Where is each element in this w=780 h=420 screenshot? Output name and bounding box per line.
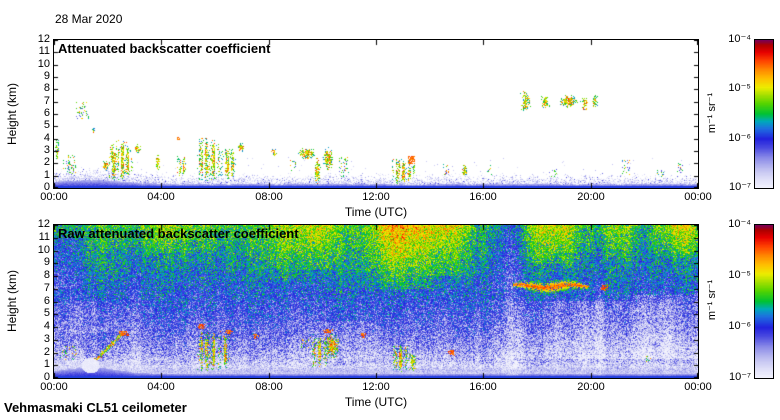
y-tick-label: 1 (43, 169, 50, 181)
station-label: Vehmasmaki CL51 ceilometer (4, 400, 187, 415)
y-tick-label: 5 (43, 119, 50, 131)
y-tick-label: 0 (43, 371, 50, 383)
y-tick-label: 7 (43, 95, 50, 107)
raw-attenuated-backscatter-heatmap (54, 225, 698, 378)
top-panel: Attenuated backscatter coefficient (53, 39, 699, 189)
y-tick-label: 6 (43, 107, 50, 119)
colorbar-unit-bottom: m⁻¹ sr⁻¹ (706, 279, 718, 321)
x-tick-label: 08:00 (255, 191, 283, 203)
y-tick-label: 4 (43, 320, 50, 332)
x-tick-label: 04:00 (147, 381, 175, 393)
colorbar-tick-label: 10⁻⁶ (728, 320, 751, 332)
colorbar-tick-label: 10⁻⁷ (728, 371, 751, 383)
date-label: 28 Mar 2020 (55, 12, 123, 26)
y-tick-label: 7 (43, 282, 50, 294)
y-tick-label: 11 (38, 231, 50, 243)
colorbar-bottom (754, 224, 774, 379)
y-tick-label: 6 (43, 295, 50, 307)
y-tick-label: 1 (43, 358, 50, 370)
x-tick-label: 00:00 (40, 381, 68, 393)
y-tick-label: 12 (37, 33, 50, 45)
y-axis-label-bottom: Height (km) (5, 270, 19, 333)
x-axis-label-top: Time (UTC) (344, 205, 408, 219)
x-tick-label: 08:00 (255, 381, 283, 393)
x-tick-label: 20:00 (577, 381, 605, 393)
x-axis-label-bottom: Time (UTC) (344, 395, 408, 409)
y-tick-label: 3 (43, 144, 50, 156)
colorbar-unit-top: m⁻¹ sr⁻¹ (706, 92, 718, 134)
x-tick-label: 16:00 (469, 381, 497, 393)
y-tick-label: 5 (43, 307, 50, 319)
bottom-panel-title: Raw attenuated backscatter coefficient (58, 226, 299, 241)
y-tick-label: 0 (43, 181, 50, 193)
y-tick-label: 9 (43, 70, 50, 82)
colorbar-tick-label: 10⁻⁵ (728, 82, 751, 94)
top-panel-title: Attenuated backscatter coefficient (58, 41, 271, 56)
x-tick-label: 20:00 (577, 191, 605, 203)
y-tick-label: 8 (43, 82, 50, 94)
y-tick-label: 9 (43, 256, 50, 268)
colorbar-tick-label: 10⁻⁵ (728, 269, 751, 281)
colorbar-gradient-top (755, 40, 773, 188)
y-tick-label: 4 (43, 132, 50, 144)
y-tick-label: 11 (38, 45, 50, 57)
bottom-panel: Raw attenuated backscatter coefficient (53, 224, 699, 379)
colorbar-tick-label: 10⁻⁴ (728, 33, 751, 45)
x-tick-label: 12:00 (362, 381, 390, 393)
y-axis-label-top: Height (km) (5, 83, 19, 146)
x-tick-label: 00:00 (684, 191, 712, 203)
x-tick-label: 00:00 (684, 381, 712, 393)
y-tick-label: 8 (43, 269, 50, 281)
y-tick-label: 10 (37, 244, 50, 256)
colorbar-tick-label: 10⁻⁷ (728, 181, 751, 193)
x-tick-label: 00:00 (40, 191, 68, 203)
colorbar-top (754, 39, 774, 189)
y-tick-label: 2 (43, 156, 50, 168)
colorbar-gradient-bottom (755, 225, 773, 378)
attenuated-backscatter-heatmap (54, 40, 698, 188)
x-tick-label: 16:00 (469, 191, 497, 203)
y-tick-label: 12 (37, 218, 50, 230)
x-tick-label: 12:00 (362, 191, 390, 203)
x-tick-label: 04:00 (147, 191, 175, 203)
colorbar-tick-label: 10⁻⁴ (728, 218, 751, 230)
y-tick-label: 2 (43, 346, 50, 358)
y-tick-label: 3 (43, 333, 50, 345)
colorbar-tick-label: 10⁻⁶ (728, 132, 751, 144)
y-tick-label: 10 (37, 58, 50, 70)
